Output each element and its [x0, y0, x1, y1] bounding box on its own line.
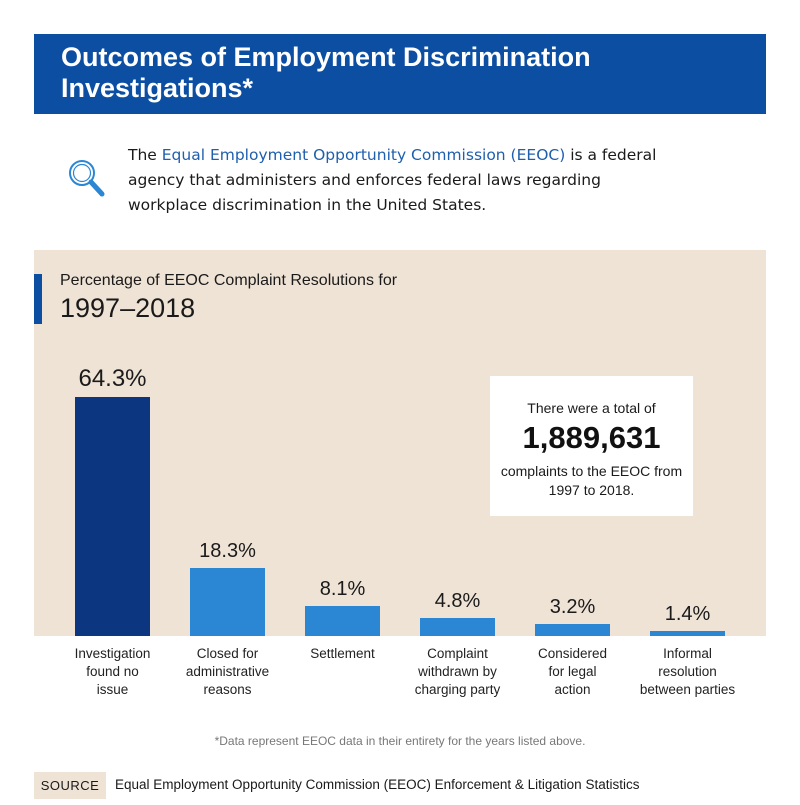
category-label: Settlement [310, 646, 375, 661]
magnifying-glass-icon [69, 160, 105, 197]
bar-value-label: 18.3% [199, 540, 256, 562]
eeoc-link[interactable]: Equal Employment Opportunity Commission … [161, 146, 566, 164]
bar-value-label: 4.8% [435, 590, 481, 612]
intro-paragraph: The Equal Employment Opportunity Commiss… [128, 143, 668, 218]
source-label: SOURCE [34, 772, 106, 799]
page-title: Outcomes of Employment Discrimination In… [61, 42, 591, 103]
category-label: Closed for administrative reasons [186, 646, 269, 697]
category-label: Investigation found no issue [75, 646, 151, 697]
footnote: *Data represent EEOC data in their entir… [214, 734, 586, 748]
intro-prefix: The [128, 146, 162, 164]
bar-4 [420, 618, 495, 636]
category-label: Informal resolution between parties [640, 646, 736, 697]
callout-total-number: 1,889,631 [522, 420, 661, 455]
chart-title: 1997–2018 [60, 293, 196, 323]
intro-suffix: is a federal agency that administers and… [128, 146, 657, 214]
category-label: Considered for legal action [538, 646, 607, 697]
bar-6 [650, 631, 725, 636]
source-text: Equal Employment Opportunity Commission … [115, 777, 640, 792]
category-label: Complaint withdrawn by charging party [415, 646, 501, 697]
bar-value-label: 1.4% [665, 603, 711, 625]
title-accent-bar [34, 274, 42, 324]
title-banner: Outcomes of Employment Discrimination In… [34, 34, 766, 114]
bar-1 [75, 397, 150, 636]
callout-post-text: complaints to the EEOC from 1997 to 2018… [500, 463, 683, 498]
bar-value-label: 3.2% [550, 596, 596, 618]
total-callout: There were a total of 1,889,631 complain… [490, 376, 693, 516]
bar-5 [535, 624, 610, 636]
bar-3 [305, 606, 380, 636]
bar-2 [190, 568, 265, 636]
chart-subtitle: Percentage of EEOC Complaint Resolutions… [60, 272, 398, 289]
bar-value-label: 8.1% [320, 578, 366, 600]
callout-pre-text: There were a total of [527, 400, 656, 416]
bar-value-label: 64.3% [78, 365, 146, 392]
